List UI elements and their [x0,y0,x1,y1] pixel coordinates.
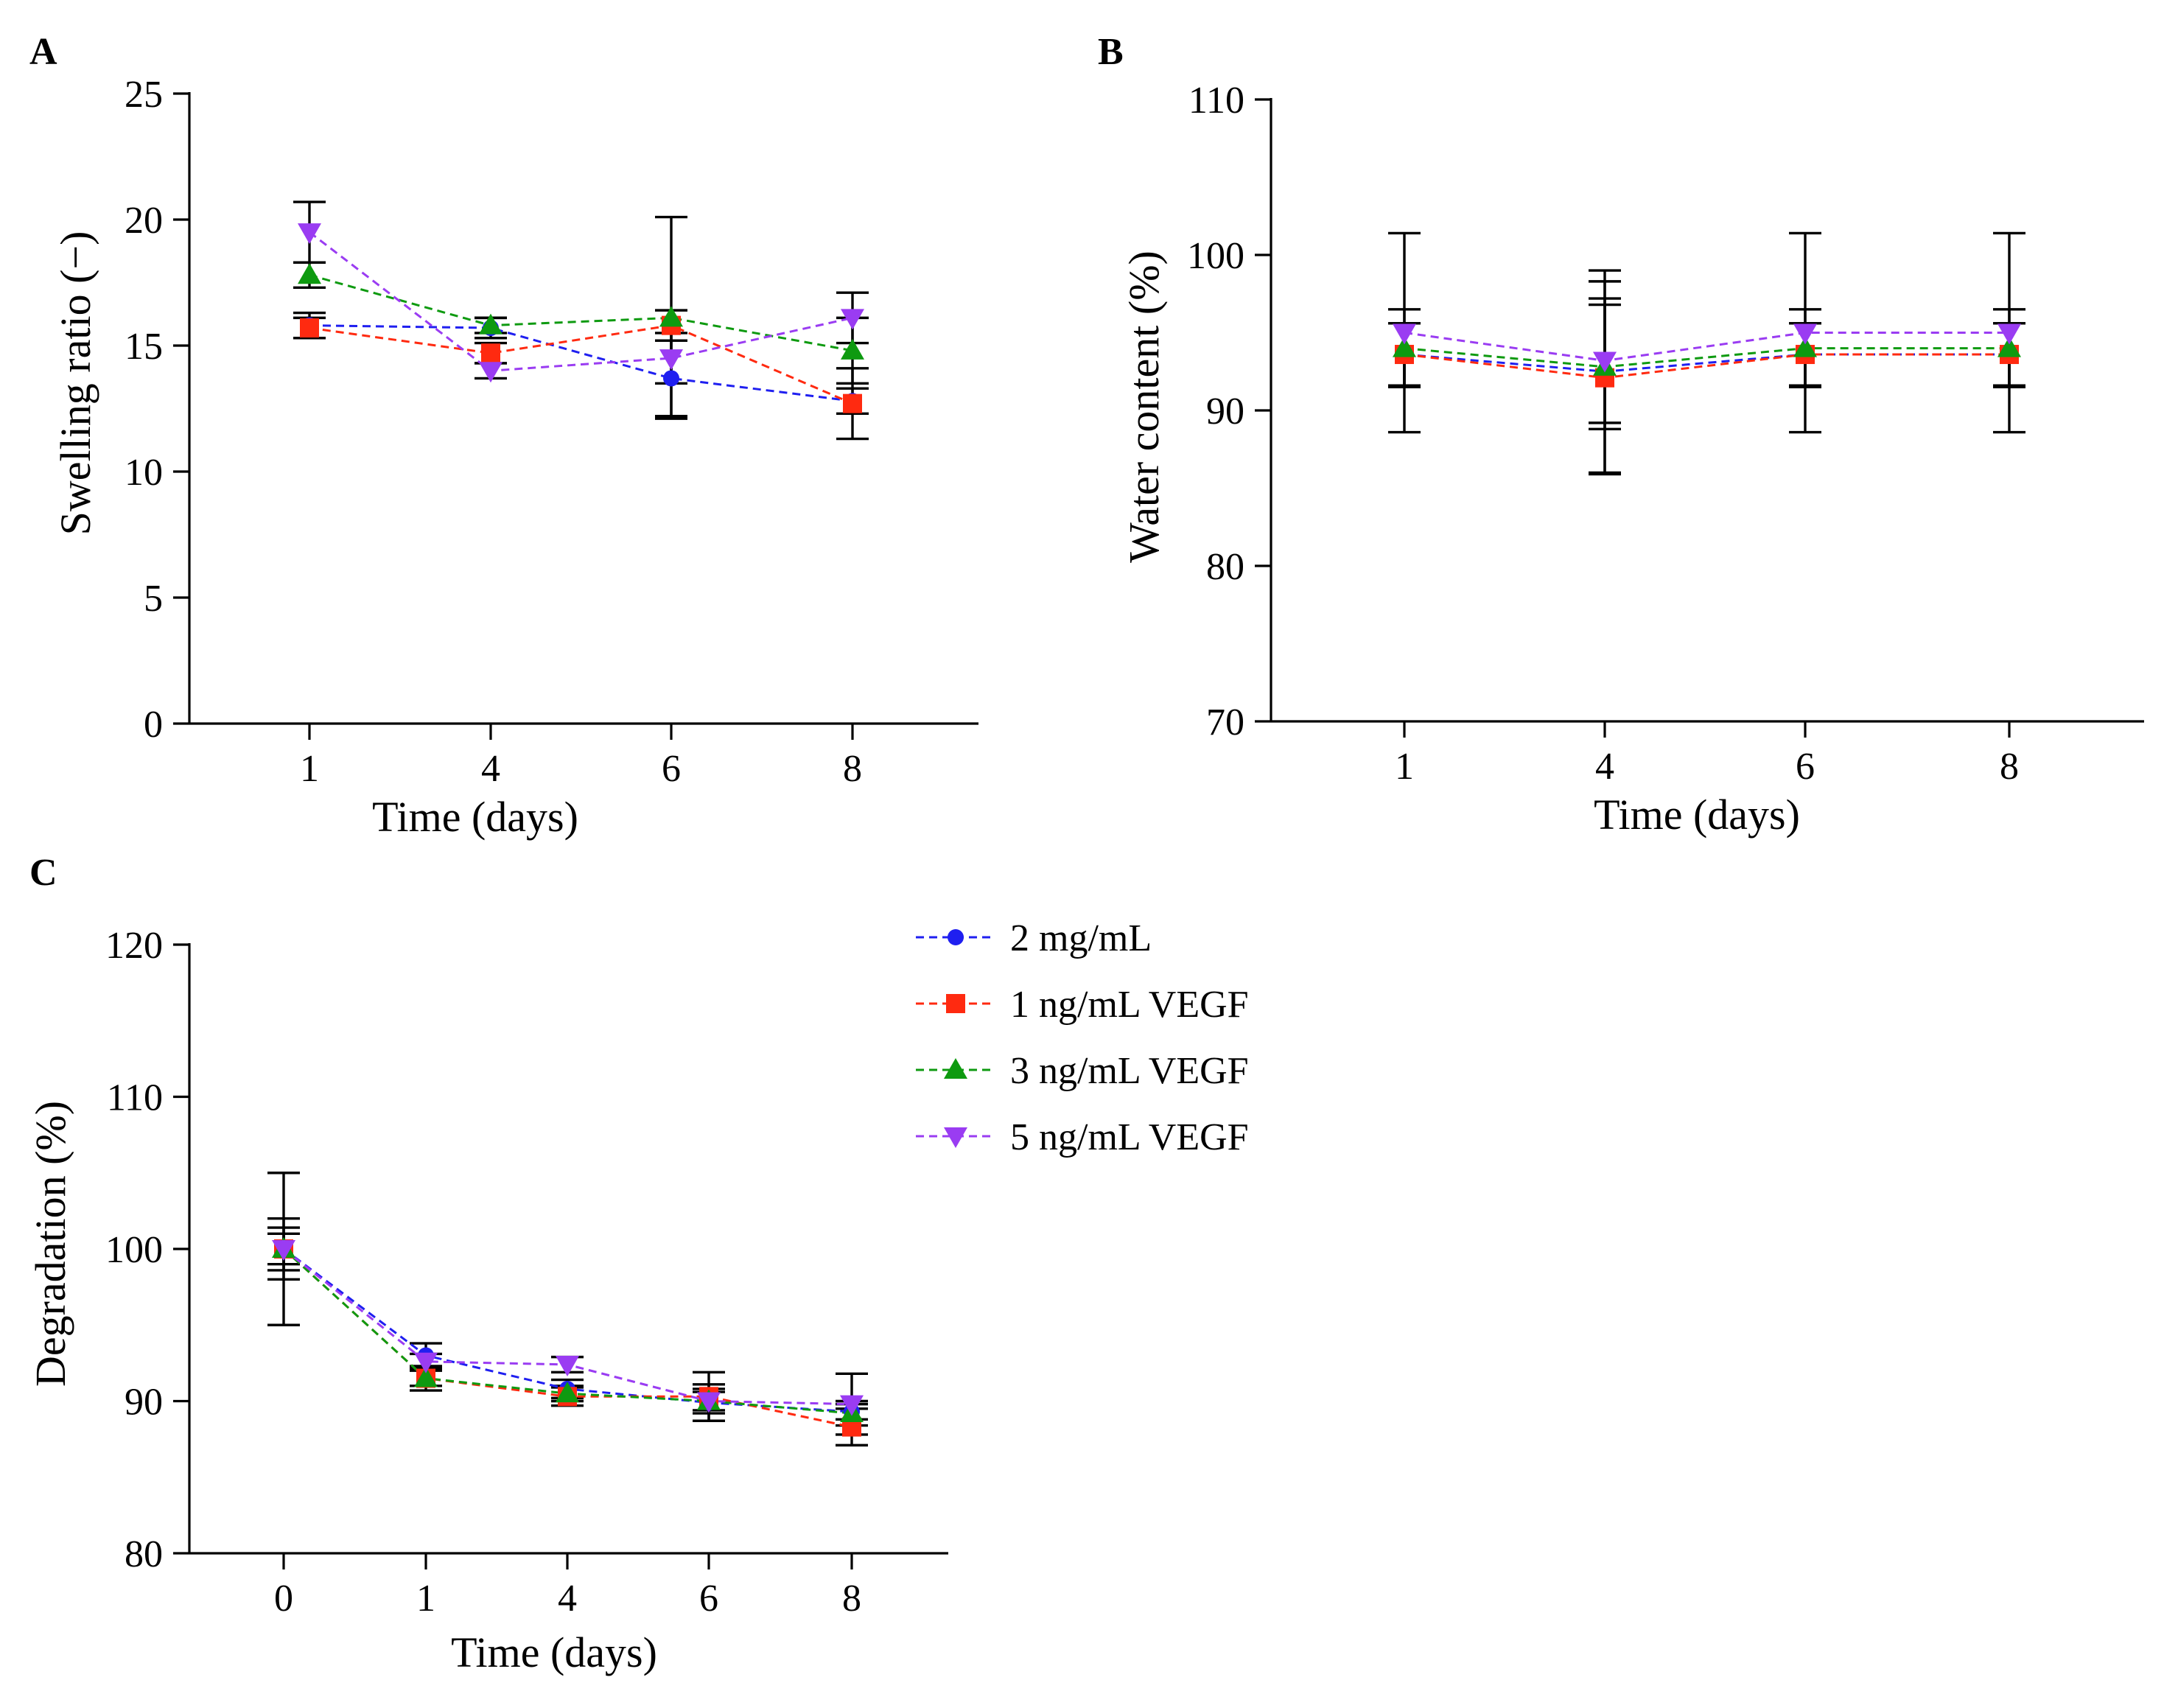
panel-c-data-point [556,1382,579,1403]
panel-a-data-point [841,338,864,360]
legend: 2 mg/mL 1 ng/mL VEGF 3 ng/mL VEGF 5 ng/mL V… [916,917,1249,1158]
panel-b-data-point [1793,323,1817,345]
panel-b-x-tick-label: 8 [2000,746,2019,788]
panel-c-data-point [556,1355,579,1376]
panel-c-y-tick-label: 80 [125,1533,163,1575]
panel-c-x-tick-label: 6 [699,1578,718,1620]
panel-c-x-tick-label: 8 [842,1578,861,1620]
panel-b-data-point [1393,323,1416,345]
panel-b-data-point [1393,336,1416,357]
panel-b-data-point [1793,336,1817,357]
panel-a-data-point [663,370,679,387]
panel-a: A Time (days) Swelling ratio (−) 0 5 10 15 2… [29,31,978,841]
panel-a-plot: 0 5 10 15 20 25 1 4 6 8 [125,74,978,790]
legend-marker [948,929,964,945]
panel-a-data-point [300,318,319,338]
panel-c-y-tick-label: 100 [105,1229,163,1271]
panel-b-plot: 70 80 90 100 110 1 4 6 8 [1187,80,2144,788]
panel-b-y-tick-label: 80 [1206,546,1244,588]
panel-a-ylabel: Swelling ratio (−) [52,231,99,536]
panel-c-data-point [697,1392,721,1413]
panel-c-xlabel: Time (days) [451,1628,657,1676]
legend-item: 3 ng/mL VEGF [916,1050,1249,1092]
panel-a-data-point [481,343,500,363]
panel-c-x-tick-label: 0 [274,1578,293,1620]
panel-a-x-tick-label: 1 [300,748,319,790]
panel-c-data-point [272,1240,295,1261]
legend-marker [944,1058,967,1079]
panel-c-x-tick-label: 4 [558,1578,577,1620]
panel-a-y-tick-label: 20 [125,200,163,242]
panel-c-ylabel: Degradation (%) [27,1101,74,1387]
panel-a-xlabel: Time (days) [372,793,578,841]
panel-a-y-tick-label: 10 [125,452,163,494]
panel-b-letter: B [1098,31,1124,73]
panel-b-x-tick-label: 1 [1395,746,1414,788]
legend-item: 5 ng/mL VEGF [916,1116,1249,1158]
panel-b-x-tick-label: 6 [1796,746,1815,788]
panel-b-x-tick-label: 4 [1595,746,1614,788]
panel-c: C Time (days) Degradation (%) 8090100110… [27,852,948,1676]
panel-a-x-tick-label: 6 [662,748,681,790]
panel-c-data-point [840,1395,864,1416]
panel-c-plot: 80 90 100 110 120 0 1 4 6 8 [105,925,948,1620]
panel-b-y-tick-label: 110 [1188,80,1244,122]
panel-a-y-tick-label: 5 [144,578,163,620]
legend-label: 2 mg/mL [1010,917,1152,959]
panel-b-ylabel: Water content (%) [1120,251,1168,563]
panel-a-x-tick-label: 8 [843,748,862,790]
panel-c-x-tick-label: 1 [416,1578,435,1620]
panel-b-series-line-2 [1404,353,2009,379]
panel-a-data-point [659,349,683,371]
legend-label: 5 ng/mL VEGF [1010,1116,1249,1158]
panel-b-data-point [1593,351,1617,373]
panel-c-data-point [414,1366,438,1387]
panel-a-y-tick-label: 15 [125,326,163,368]
panel-b: B Time (days) Water content (%) 70 80 90 10… [1098,31,2144,839]
legend-label: 3 ng/mL VEGF [1010,1050,1249,1092]
panel-a-data-point [841,309,864,330]
panel-a-series-line-4 [309,231,853,372]
panel-c-y-tick-label: 120 [105,925,163,967]
panel-b-y-tick-label: 90 [1206,391,1244,433]
panel-a-data-point [659,306,683,327]
panel-b-series-line-1 [1404,353,2009,373]
panel-b-series-line-3 [1404,347,2009,368]
panel-a-data-point [843,393,862,413]
legend-marker [944,1127,967,1148]
panel-b-data-point [1997,323,2021,345]
panel-b-y-tick-label: 100 [1187,235,1244,277]
panel-a-letter: A [29,31,57,73]
panel-c-y-tick-label: 90 [125,1382,163,1424]
legend-item: 2 mg/mL [916,917,1152,959]
panel-b-series-line-4 [1404,332,2009,362]
panel-a-data-point [479,362,503,383]
legend-marker [946,994,965,1013]
panel-b-data-point [1997,336,2021,357]
panel-a-series-line-2 [309,324,853,405]
legend-label: 1 ng/mL VEGF [1010,984,1249,1026]
panel-a-y-tick-label: 25 [125,74,163,116]
panel-b-y-tick-label: 70 [1206,701,1244,743]
panel-a-data-point [298,223,321,245]
panel-b-xlabel: Time (days) [1594,791,1800,839]
legend-item: 1 ng/mL VEGF [916,984,1249,1026]
panel-c-data-point [414,1352,438,1373]
panel-c-letter: C [29,852,57,894]
panel-a-y-tick-label: 0 [144,704,163,746]
panel-a-x-tick-label: 4 [481,748,500,790]
panel-a-data-point [298,263,321,284]
panel-c-y-tick-label: 110 [107,1077,163,1119]
panel-a-data-point [479,313,503,335]
